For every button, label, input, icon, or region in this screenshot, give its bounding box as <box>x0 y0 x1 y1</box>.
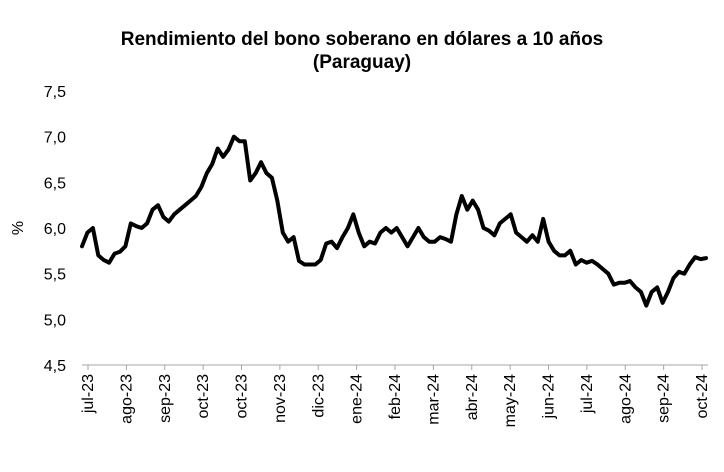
x-tick-label: sep-23 <box>157 374 174 423</box>
x-tick-label: may-24 <box>502 374 519 427</box>
x-tick-label: oct-23 <box>234 374 251 419</box>
y-axis-label: % <box>10 221 27 235</box>
x-tick-label: ene-24 <box>349 374 366 424</box>
y-tick-label: 7,5 <box>44 84 66 101</box>
x-tick-label: oct-23 <box>195 374 212 419</box>
x-axis-tickmarks <box>87 365 703 370</box>
chart-title-block: Rendimiento del bono soberano en dólares… <box>0 28 724 74</box>
y-tick-label: 7,0 <box>44 130 66 147</box>
y-tick-label: 6,0 <box>44 221 66 238</box>
x-tick-label: feb-24 <box>387 374 404 419</box>
x-tick-label: jul-24 <box>579 374 596 414</box>
x-tick-label: ago-24 <box>617 374 634 424</box>
x-tick-label: nov-23 <box>272 374 289 423</box>
series-line <box>80 134 708 308</box>
y-tick-label: 4,5 <box>44 358 66 375</box>
y-axis-ticks: 4,5 5,0 5,5 6,0 6,5 7,0 7,5 <box>44 84 66 375</box>
chart-subtitle: (Paraguay) <box>312 52 412 73</box>
x-tick-label: mar-24 <box>425 374 442 425</box>
x-tick-label: ago-23 <box>118 374 135 424</box>
x-tick-label: dic-23 <box>310 374 327 418</box>
y-tick-label: 6,5 <box>44 175 66 192</box>
x-tick-label: abr-24 <box>464 374 481 420</box>
x-tick-label: jul-23 <box>80 374 97 414</box>
x-tick-label: jun-24 <box>541 374 558 420</box>
x-tick-label: sep-24 <box>656 374 673 423</box>
y-tick-label: 5,0 <box>44 312 66 329</box>
x-tick-label: oct-24 <box>694 374 711 419</box>
y-tick-label: 5,5 <box>44 267 66 284</box>
chart-title: Rendimiento del bono soberano en dólares… <box>120 29 604 50</box>
x-axis-ticks: jul-23 ago-23 sep-23 oct-23 oct-23 nov-23 dic-… <box>80 374 711 427</box>
